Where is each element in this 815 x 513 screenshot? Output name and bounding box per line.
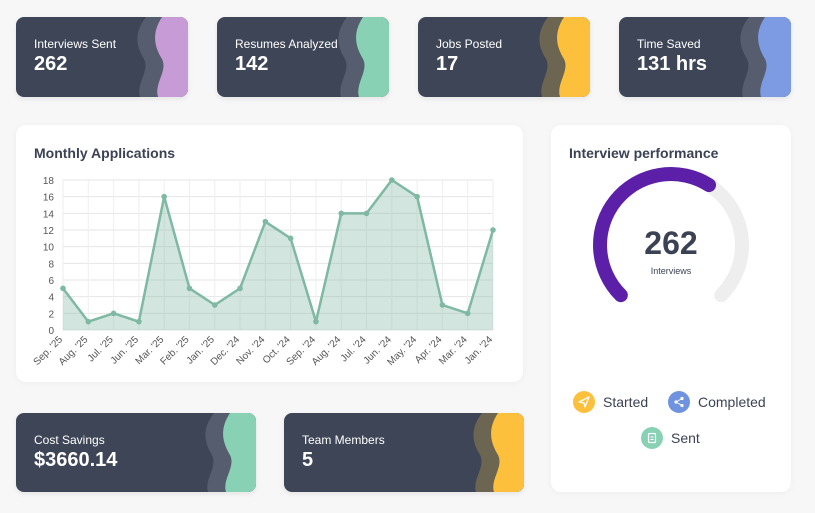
interview-performance-panel: Interview performance 262 Interviews Sta…	[551, 125, 791, 492]
legend-label: Sent	[671, 430, 700, 446]
series-area	[63, 180, 493, 330]
y-tick-label: 6	[48, 276, 54, 287]
stat-label: Interviews Sent	[34, 37, 117, 51]
legend-label: Completed	[698, 394, 766, 410]
x-tick-label: Jan. '24	[463, 334, 496, 367]
data-point	[389, 177, 395, 183]
stat-value: 17	[436, 53, 459, 75]
x-tick-label: Nov. '24	[234, 334, 267, 367]
stat-card-cost-savings: Cost Savings $3660.14	[16, 413, 256, 492]
document-icon	[641, 427, 663, 449]
donut-unit: Interviews	[650, 266, 692, 276]
data-point	[186, 285, 193, 292]
stat-card-jobs-posted: Jobs Posted 17	[418, 17, 590, 97]
data-point	[287, 235, 294, 242]
y-tick-label: 18	[43, 176, 55, 187]
monthly-applications-panel: Monthly Applications 0 2 4 6 8 10 12 14 16 18 Sep.…	[16, 125, 523, 382]
donut-backdrop	[591, 165, 751, 325]
data-point	[211, 302, 218, 308]
wave-decoration	[740, 17, 791, 97]
stat-value: $3660.14	[34, 449, 118, 471]
stat-value: 142	[235, 53, 269, 75]
y-tick-label: 12	[43, 226, 55, 237]
legend-item-sent[interactable]: Sent	[641, 427, 700, 449]
series-line	[62, 178, 495, 323]
stat-card-resumes-analyzed: Resumes Analyzed 142	[217, 17, 389, 97]
stat-value: 131 hrs	[637, 53, 708, 75]
stat-label: Jobs Posted	[436, 37, 503, 51]
data-point	[161, 193, 167, 200]
data-point	[60, 285, 66, 292]
data-point	[464, 310, 471, 317]
wave-accent	[155, 17, 188, 97]
share-icon	[668, 391, 690, 413]
stat-card-time-saved: Time Saved 131 hrs	[619, 17, 791, 97]
data-point	[439, 302, 446, 308]
y-tick-label: 4	[48, 293, 54, 304]
wave-decoration	[473, 413, 524, 492]
data-point	[110, 310, 117, 317]
data-point	[490, 227, 496, 233]
stat-card-team-members: Team Members 5	[284, 413, 524, 492]
stat-label: Team Members	[302, 433, 385, 447]
stat-label: Resumes Analyzed	[235, 37, 338, 51]
data-point	[85, 318, 92, 325]
y-tick-label: 10	[43, 243, 55, 254]
y-tick-label: 16	[43, 193, 55, 204]
stat-card-interviews-sent: Interviews Sent 262	[16, 17, 188, 97]
wave-decoration	[338, 17, 389, 97]
stat-value: 5	[302, 449, 314, 471]
panel-title: Interview performance	[569, 145, 719, 161]
data-point	[338, 210, 345, 217]
send-icon	[573, 391, 595, 413]
data-point	[414, 193, 420, 200]
y-tick-label: 0	[48, 326, 54, 337]
interview-donut-chart[interactable]	[551, 165, 791, 385]
data-point	[262, 218, 269, 225]
wave-decoration	[205, 413, 256, 492]
data-point	[136, 318, 142, 325]
data-point	[237, 285, 243, 292]
wave-decoration	[137, 17, 188, 97]
y-tick-label: 8	[48, 259, 54, 270]
panel-title: Monthly Applications	[34, 145, 176, 161]
data-point	[363, 210, 370, 217]
stat-value: 262	[34, 53, 68, 75]
legend-label: Started	[603, 394, 649, 410]
data-point	[313, 318, 319, 325]
y-tick-label: 2	[48, 309, 54, 320]
stat-label: Time Saved	[637, 37, 701, 51]
y-tick-label: 14	[43, 209, 55, 220]
legend-item-started[interactable]: Started	[573, 391, 648, 413]
donut-value: 262	[644, 225, 698, 261]
legend-item-completed[interactable]: Completed	[668, 391, 766, 413]
stat-label: Cost Savings	[34, 433, 105, 447]
wave-decoration	[539, 17, 590, 97]
donut-progress-arc	[593, 167, 717, 303]
